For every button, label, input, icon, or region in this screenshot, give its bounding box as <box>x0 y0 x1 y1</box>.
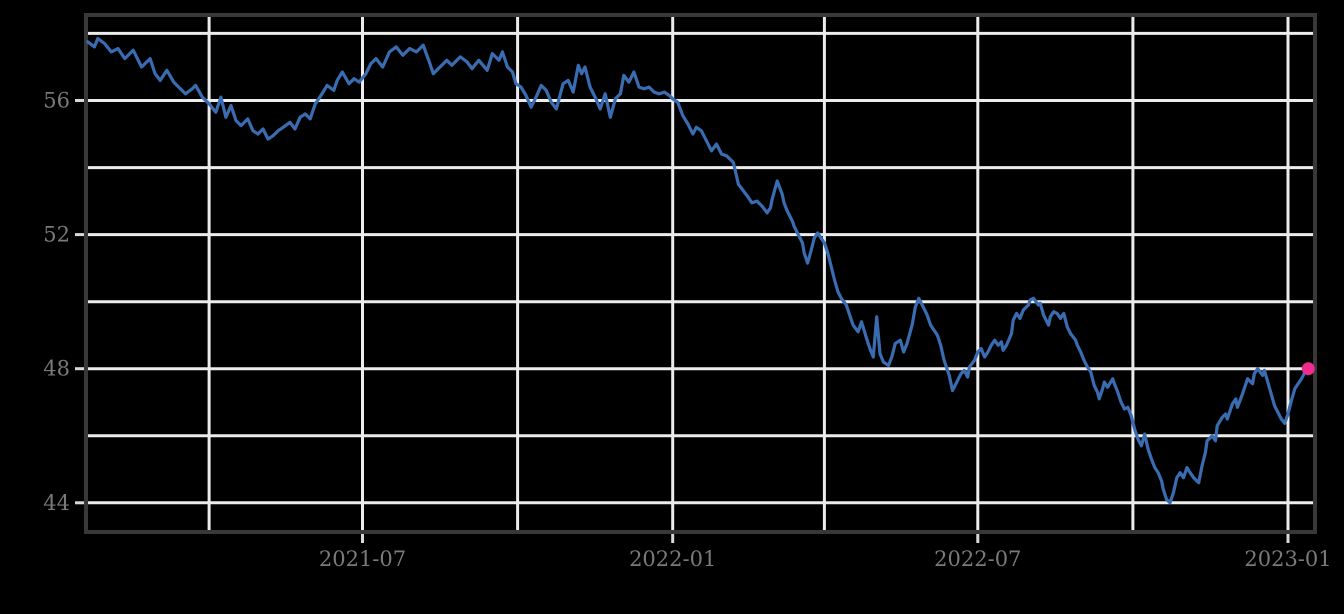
y-tick-label: 56 <box>43 89 70 113</box>
x-tick-label: 2022-01 <box>629 547 716 571</box>
y-tick-label: 48 <box>43 357 70 381</box>
x-tick-label: 2023-01 <box>1244 547 1331 571</box>
x-tick-label: 2022-07 <box>934 547 1021 571</box>
x-tick-label: 2021-07 <box>319 547 406 571</box>
plot-border <box>84 13 1317 534</box>
y-tick-label: 52 <box>43 223 70 247</box>
price-line <box>86 36 1310 505</box>
tick-labels: 44 48 52 56 2021-07 2022-01 2022-07 2023-01 <box>43 89 1331 572</box>
gridlines <box>86 15 1315 532</box>
tick-marks <box>75 99 1290 543</box>
y-tick-label: 44 <box>43 491 70 515</box>
last-price-marker <box>1301 362 1315 376</box>
